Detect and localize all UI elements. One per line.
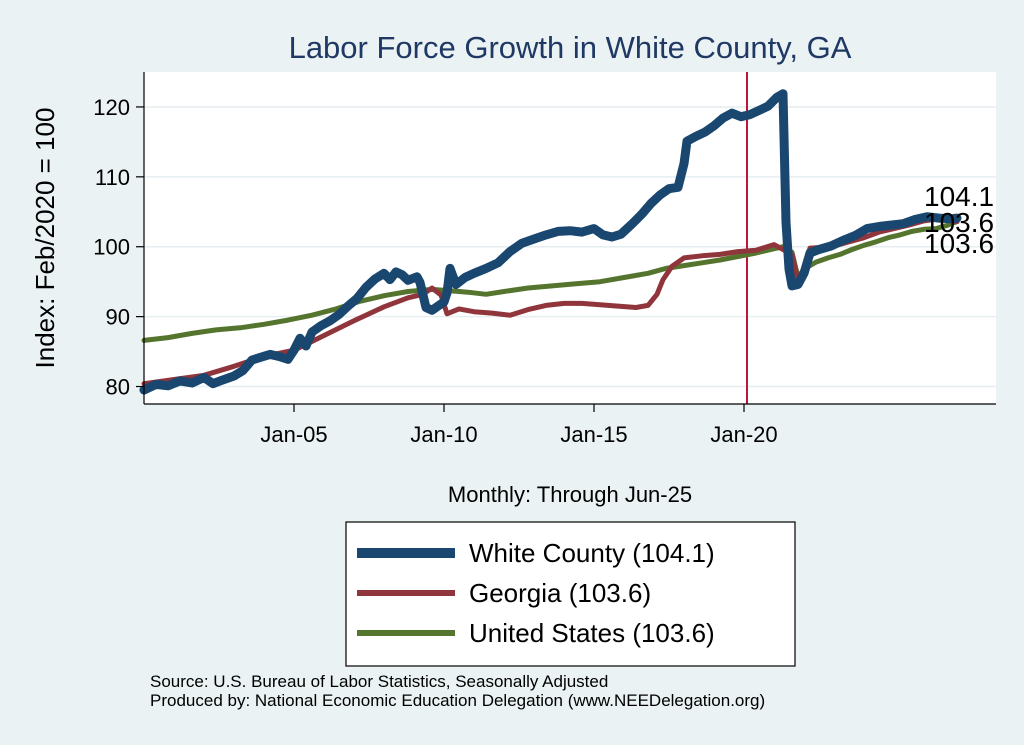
series-line-0 (139, 89, 962, 395)
legend-items: White County (104.1) Georgia (103.6) Unite… (357, 538, 715, 648)
chart-title: Labor Force Growth in White County, GA (289, 30, 852, 65)
y-tick-labels: 80 90 100 110 120 (93, 95, 144, 400)
legend-label-2: United States (103.6) (469, 618, 715, 648)
y-tick-label-80: 80 (106, 375, 130, 400)
series-lines (139, 89, 962, 395)
legend-label-0: White County (104.1) (469, 538, 715, 568)
y-tick-label-90: 90 (106, 305, 130, 330)
x-tick-label-Jan-20: Jan-20 (710, 422, 777, 447)
source-note: Source: U.S. Bureau of Labor Statistics,… (150, 672, 609, 691)
x-tick-label-Jan-15: Jan-15 (560, 422, 627, 447)
y-tick-label-100: 100 (93, 235, 130, 260)
x-axis-label: Monthly: Through Jun-25 (448, 482, 692, 507)
y-tick-label-120: 120 (93, 95, 130, 120)
end-label-1: 103.6 (924, 207, 994, 238)
y-tick-label-110: 110 (95, 165, 130, 190)
end-label-2: 103.6 (924, 228, 994, 259)
x-tick-label-Jan-10: Jan-10 (410, 422, 477, 447)
x-tick-label-Jan-05: Jan-05 (260, 422, 327, 447)
y-axis-label: Index: Feb/2020 = 100 (30, 108, 60, 369)
producer-note: Produced by: National Economic Education… (150, 691, 766, 710)
end-label-0: 104.1 (924, 181, 994, 212)
legend-label-1: Georgia (103.6) (469, 578, 651, 608)
x-tick-labels: Jan-05 Jan-10 Jan-15 Jan-20 (260, 404, 778, 447)
series-line-2 (141, 219, 960, 343)
footer: Source: U.S. Bureau of Labor Statistics,… (150, 672, 765, 710)
